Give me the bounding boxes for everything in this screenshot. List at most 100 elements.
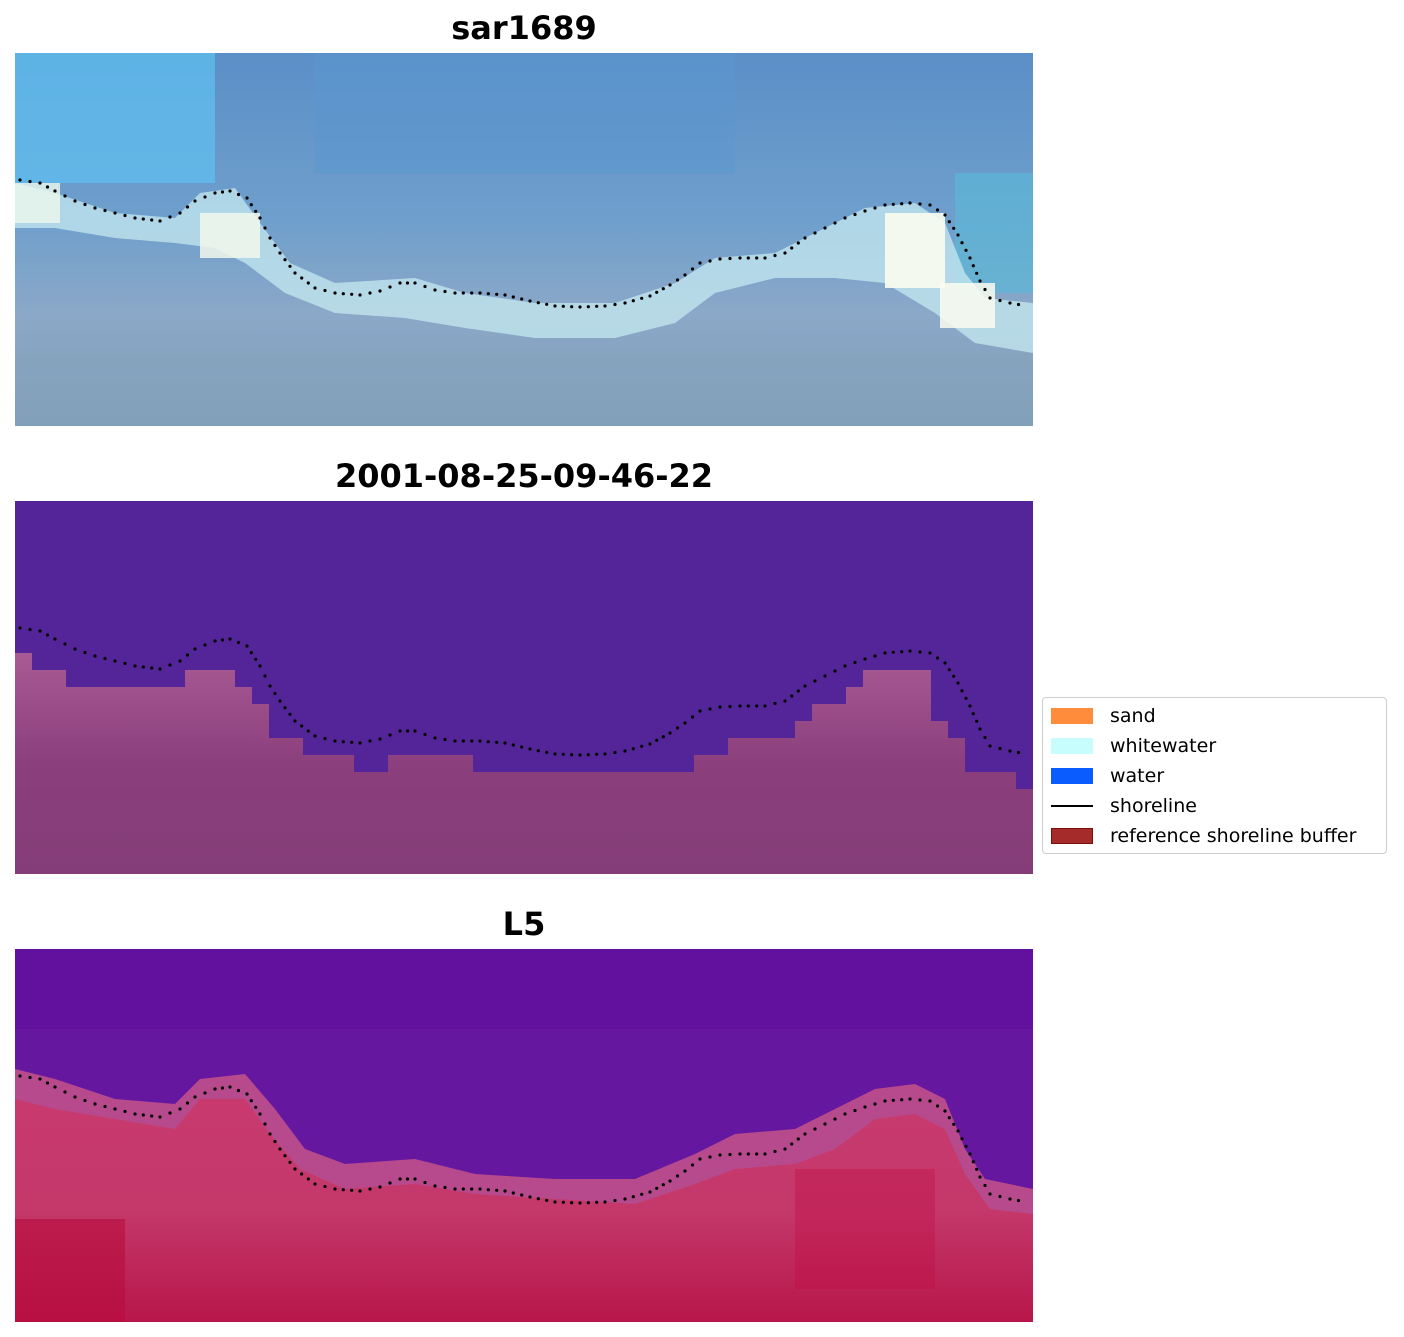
shoreline-dot <box>461 291 465 295</box>
shoreline-dot <box>690 267 695 271</box>
shoreline-dot <box>528 1195 532 1199</box>
shoreline-dot <box>368 1187 372 1191</box>
shoreline-dot <box>971 1160 975 1164</box>
shoreline-dot <box>405 281 410 285</box>
shoreline-dot <box>545 302 549 306</box>
shoreline-dot <box>683 721 687 725</box>
shoreline-dot <box>293 719 297 723</box>
shoreline-dot <box>595 1200 599 1204</box>
shoreline-dot <box>398 1177 402 1181</box>
shoreline-dot <box>398 281 402 285</box>
classification-image <box>15 501 1033 874</box>
shoreline-dot <box>350 1188 354 1192</box>
shoreline-dot <box>603 752 607 756</box>
shoreline-dot <box>631 1195 635 1199</box>
shoreline-dot <box>323 1184 327 1189</box>
shoreline-dot <box>413 1177 417 1181</box>
shoreline-dot <box>661 735 665 739</box>
shoreline-dot <box>952 674 956 678</box>
shoreline-dot <box>960 689 964 693</box>
shoreline-dot <box>595 752 599 756</box>
shoreline-dot <box>988 1192 992 1196</box>
shoreline-dot <box>306 281 310 285</box>
shoreline-dot <box>968 1152 972 1156</box>
shoreline-dot <box>18 1074 22 1078</box>
shoreline-dot <box>603 304 607 308</box>
shoreline-dot <box>570 305 574 309</box>
shoreline-dot <box>971 712 975 716</box>
shoreline-dot <box>928 1099 932 1103</box>
shoreline-dot <box>28 627 32 632</box>
shoreline-dot <box>956 233 960 237</box>
shoreline-dot <box>570 1201 574 1205</box>
shoreline-dot <box>578 305 582 309</box>
shoreline-dot <box>228 1085 232 1089</box>
shoreline-dot <box>288 712 292 716</box>
shoreline-dot <box>833 221 837 225</box>
shoreline-dot <box>258 1112 262 1116</box>
shoreline-dot <box>790 694 794 698</box>
shoreline-dot <box>350 292 354 296</box>
shoreline-dot <box>935 656 940 660</box>
shoreline-dot <box>213 639 217 643</box>
shoreline-dot <box>947 220 951 224</box>
shoreline-dot <box>971 264 975 268</box>
shoreline-dot <box>133 216 137 220</box>
shoreline-dot <box>853 660 857 665</box>
panel-rgb-title: sar1689 <box>451 9 597 47</box>
legend: sand whitewater water shoreline referenc… <box>1042 697 1387 854</box>
shoreline-dot <box>470 1187 474 1191</box>
shoreline-dot <box>623 749 627 753</box>
shoreline-dot <box>193 199 197 203</box>
shoreline-dot <box>185 205 190 209</box>
shoreline-dot <box>168 663 172 667</box>
shoreline-dot <box>683 273 687 277</box>
legend-item-sand: sand <box>1051 704 1156 728</box>
shoreline-dot <box>536 749 540 753</box>
shoreline-dot <box>486 1188 490 1192</box>
legend-item-shoreline: shoreline <box>1051 794 1197 818</box>
shoreline-dot <box>38 629 42 633</box>
shoreline-dot <box>178 211 182 215</box>
shoreline-dot <box>220 190 225 194</box>
shoreline-dot <box>150 666 154 670</box>
shoreline-dot <box>863 657 867 661</box>
shoreline-dot <box>613 1198 617 1203</box>
shoreline-dot <box>908 201 912 205</box>
shoreline-dot <box>783 251 787 255</box>
shoreline-dot <box>503 293 507 297</box>
shoreline-dot <box>245 196 249 200</box>
rgb-whitewater-band <box>15 183 1033 353</box>
index-high-region <box>15 1099 1033 1322</box>
shoreline-dot <box>158 667 162 671</box>
shoreline-dot <box>278 251 282 255</box>
shoreline-dot <box>503 741 507 745</box>
shoreline-dot <box>773 253 777 258</box>
shoreline-dot <box>178 1107 182 1111</box>
rgb-bright-patch-right <box>885 213 945 288</box>
rgb-bright-patch-right2 <box>940 283 995 328</box>
shoreline-dot <box>150 218 154 222</box>
shoreline-dot <box>113 211 117 215</box>
shoreline-dot <box>763 1152 767 1156</box>
shoreline-dot <box>273 1139 277 1144</box>
shoreline-dot <box>388 733 392 737</box>
shoreline-dot <box>313 1182 317 1186</box>
shoreline-dot <box>1016 1198 1021 1203</box>
shoreline-dot <box>300 1172 304 1176</box>
legend-swatch-reference-buffer <box>1051 828 1093 844</box>
shoreline-dot <box>413 281 417 285</box>
shoreline-dot <box>93 206 97 210</box>
shoreline-dot <box>133 664 137 668</box>
shoreline-dot <box>45 633 50 637</box>
shoreline-dot <box>263 1122 267 1126</box>
legend-line-shoreline <box>1051 805 1093 807</box>
shoreline-dot <box>254 1105 258 1109</box>
rgb-bright-patch-left2 <box>15 183 60 223</box>
shoreline-dot <box>258 216 262 220</box>
shoreline-dot <box>988 744 992 748</box>
shoreline-dot <box>796 241 800 245</box>
shoreline-dot <box>213 191 217 195</box>
shoreline-dot <box>73 199 77 203</box>
shoreline-dot <box>675 278 680 282</box>
